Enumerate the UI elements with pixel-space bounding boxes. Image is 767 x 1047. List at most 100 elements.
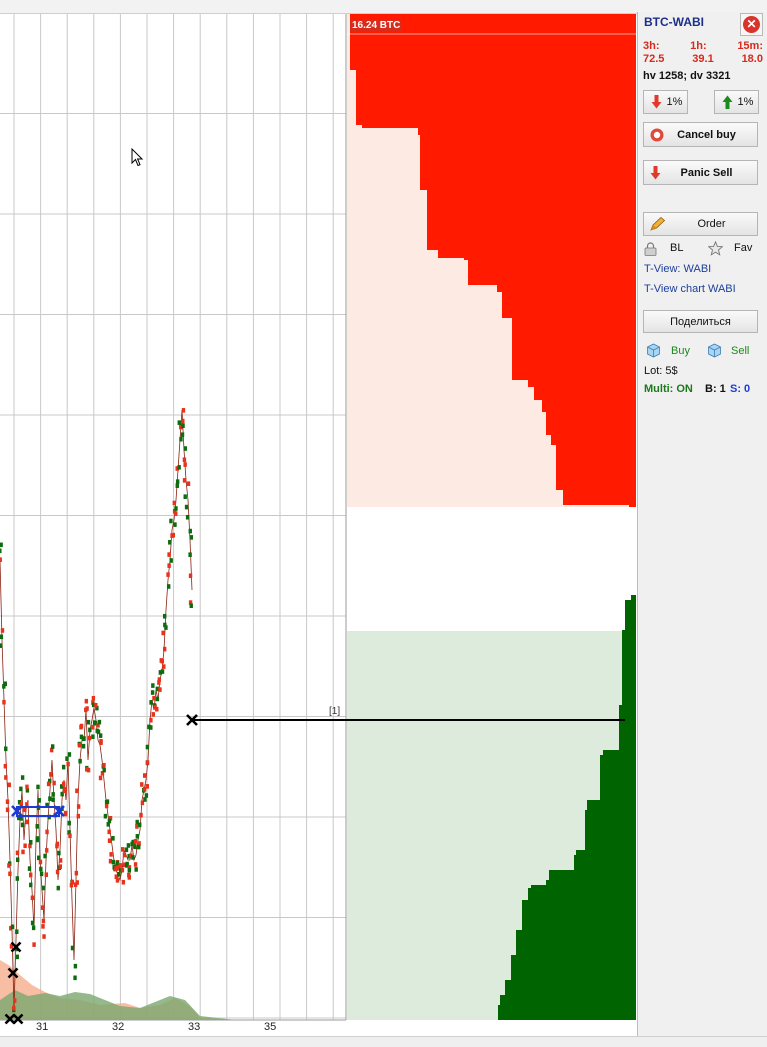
- sell-trade-marker: [162, 664, 166, 669]
- buy-trade-marker: [60, 791, 64, 797]
- sell-trade-marker: [175, 466, 179, 471]
- buy-trade-marker: [3, 681, 8, 687]
- buy-trade-marker: [29, 840, 33, 845]
- buy-button[interactable]: Buy: [646, 343, 698, 359]
- sell-label: Sell: [731, 345, 750, 357]
- sell-trade-marker: [77, 742, 82, 748]
- buy-trade-marker: [47, 814, 51, 820]
- sell-trade-marker: [167, 563, 171, 568]
- favorite-button[interactable]: Fav: [708, 241, 758, 257]
- buy-trade-marker: [39, 866, 43, 872]
- buy-trade-marker: [48, 778, 52, 784]
- sell-trade-marker: [153, 704, 157, 710]
- sell-trade-marker: [172, 500, 177, 506]
- share-button[interactable]: Поделиться: [643, 310, 758, 333]
- sell-trade-marker: [108, 816, 113, 821]
- sell-trade-marker: [55, 869, 60, 875]
- buy-trade-marker: [0, 548, 2, 554]
- trade-x-marker: [10, 941, 22, 953]
- favorite-label: Fav: [734, 242, 753, 254]
- buy-trade-marker: [103, 813, 108, 819]
- sell-trade-marker: [25, 819, 29, 825]
- sell-trade-marker: [62, 788, 67, 794]
- buy-trade-marker: [0, 634, 4, 640]
- ask-depth-area: [347, 13, 636, 524]
- cancel-buy-button[interactable]: Cancel buy: [643, 122, 758, 147]
- tview-link[interactable]: T-View: WABI: [644, 263, 712, 275]
- buy-trade-marker: [177, 420, 181, 425]
- blacklist-button[interactable]: BL: [644, 241, 688, 257]
- order-tag: [1]: [329, 706, 341, 717]
- sell-trade-marker: [45, 829, 49, 835]
- buy-trade-marker: [149, 725, 153, 730]
- sell-trade-marker: [52, 780, 56, 786]
- buy-trade-marker: [61, 764, 66, 770]
- sell-trade-marker: [42, 934, 46, 939]
- sell-trade-marker: [79, 723, 84, 729]
- hv-dv-readout: hv 1258; dv 3321: [643, 70, 731, 82]
- cancel-icon: [650, 128, 664, 141]
- close-icon: ✕: [743, 16, 760, 33]
- sell-trade-marker: [162, 646, 167, 652]
- sell-trade-marker: [41, 918, 46, 924]
- buy-trade-marker: [86, 719, 91, 725]
- sell-trade-marker: [120, 867, 125, 873]
- sell-trade-marker: [21, 849, 25, 855]
- buy-trade-marker: [96, 729, 101, 735]
- buy-trade-marker: [162, 613, 167, 619]
- buy-trade-marker: [81, 736, 85, 742]
- buy-trade-marker: [135, 834, 140, 839]
- sell-trade-marker: [76, 813, 80, 819]
- buy-trade-marker: [163, 622, 167, 628]
- sell-trade-marker: [4, 775, 8, 780]
- sell-trade-marker: [84, 698, 89, 704]
- buy-trade-marker: [151, 683, 155, 688]
- buy-trade-marker: [155, 696, 160, 702]
- sell-trade-marker: [46, 781, 51, 787]
- buy-trade-marker: [70, 945, 75, 951]
- buy-trade-marker: [79, 734, 84, 740]
- order-book-depth: [347, 13, 636, 1020]
- buy-trade-marker: [106, 822, 110, 827]
- close-button[interactable]: ✕: [740, 13, 763, 36]
- sell-trade-marker: [109, 852, 113, 857]
- sell-trade-marker: [5, 807, 10, 813]
- sell-trade-marker: [0, 628, 5, 633]
- sell-trade-marker: [139, 812, 143, 818]
- sell-trade-marker: [145, 784, 149, 789]
- sell-trade-marker: [91, 700, 95, 705]
- buy-trade-marker: [111, 836, 115, 841]
- buy-count: B: 1: [705, 383, 726, 395]
- top-toolbar-strip: [0, 0, 767, 14]
- sell-trade-marker: [157, 677, 162, 682]
- buy-trade-marker: [0, 643, 3, 648]
- x-tick-label: 33: [188, 1021, 201, 1033]
- sell-trade-marker: [32, 942, 36, 947]
- tview-chart-link[interactable]: T-View chart WABI: [644, 283, 736, 295]
- sell-trade-marker: [12, 1005, 16, 1011]
- buy-trade-marker: [169, 558, 173, 563]
- price-up-button[interactable]: 1%: [714, 90, 759, 114]
- sell-trade-marker: [69, 882, 74, 888]
- sell-trade-marker: [127, 872, 131, 878]
- sell-trade-marker: [87, 735, 92, 741]
- buy-trade-marker: [50, 744, 55, 749]
- order-button[interactable]: Order: [643, 212, 758, 236]
- sell-trade-marker: [166, 572, 170, 577]
- sell-trade-marker: [188, 600, 193, 605]
- price-down-button[interactable]: 1%: [643, 90, 688, 114]
- arrow-up-icon: [722, 95, 733, 109]
- buy-trade-marker: [35, 824, 39, 829]
- buy-trade-marker: [29, 882, 33, 888]
- buy-trade-marker: [65, 756, 69, 761]
- buy-trade-marker: [98, 733, 103, 738]
- stat-label-1h: 1h:: [690, 40, 707, 52]
- sell-trade-marker: [44, 872, 48, 877]
- sell-button[interactable]: Sell: [707, 343, 759, 359]
- buy-trade-marker: [188, 552, 192, 558]
- sell-trade-marker: [160, 658, 165, 664]
- panic-sell-button[interactable]: Panic Sell: [643, 160, 758, 185]
- sell-trade-marker: [183, 462, 187, 467]
- position-marker: [53, 805, 65, 817]
